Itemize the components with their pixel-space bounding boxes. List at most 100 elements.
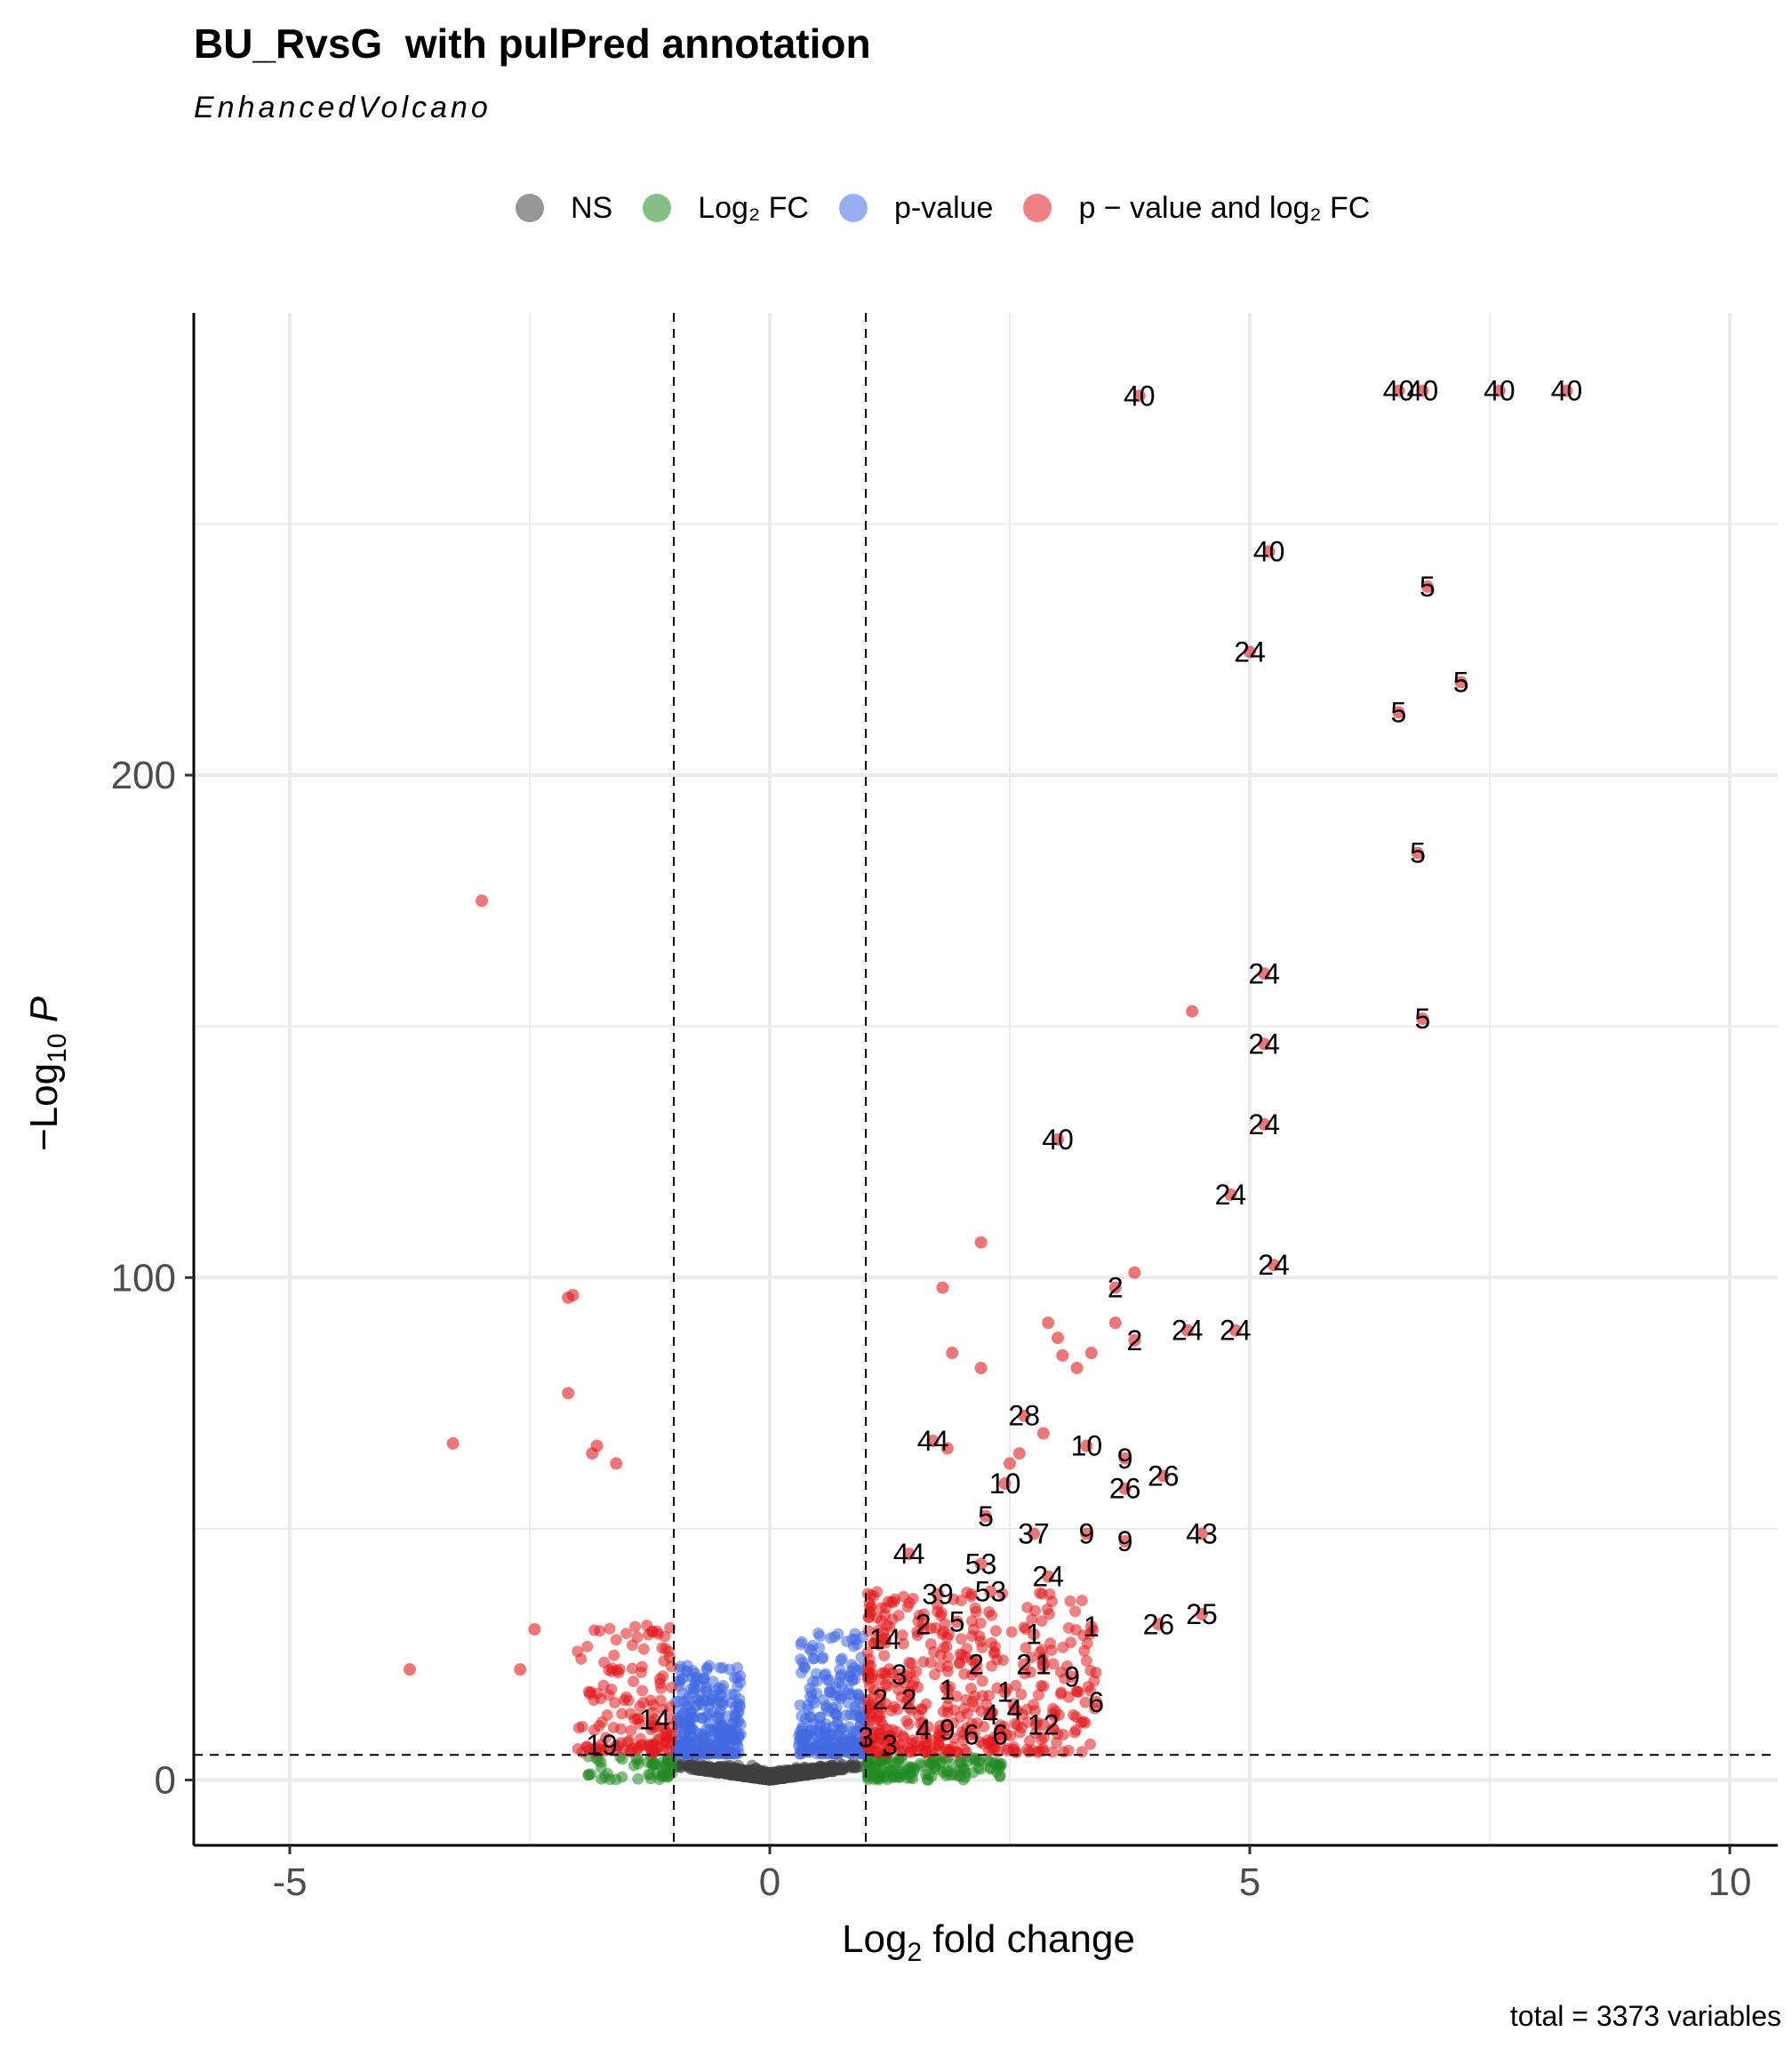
labeled-data-point xyxy=(1036,1718,1050,1732)
labeled-data-point xyxy=(980,1509,992,1523)
chart-subtitle: EnhancedVolcano xyxy=(194,91,492,124)
data-point xyxy=(710,1684,723,1697)
data-point xyxy=(604,1622,616,1635)
data-point xyxy=(1077,1629,1090,1642)
data-point xyxy=(907,1592,919,1604)
data-point xyxy=(843,1721,855,1733)
data-point xyxy=(1036,1588,1048,1600)
data-point xyxy=(873,1773,885,1786)
data-point xyxy=(861,1588,874,1600)
data-point xyxy=(632,1757,644,1770)
data-point xyxy=(948,1732,960,1745)
data-point xyxy=(878,1650,891,1662)
labeled-data-point xyxy=(1244,645,1256,659)
data-point xyxy=(1062,1744,1075,1756)
data-point xyxy=(656,1642,668,1654)
labeled-data-point xyxy=(1560,384,1573,397)
data-point xyxy=(844,1762,857,1774)
data-point xyxy=(657,1703,669,1716)
data-point xyxy=(476,894,488,908)
data-point xyxy=(995,1719,1007,1732)
y-tick-label: 200 xyxy=(111,754,176,797)
data-point xyxy=(884,1729,896,1741)
data-point xyxy=(1044,1637,1057,1650)
data-point xyxy=(971,1717,983,1730)
labeled-data-point xyxy=(1128,1333,1141,1347)
data-point xyxy=(572,1645,584,1658)
labeled-data-point xyxy=(1258,1037,1271,1051)
data-point xyxy=(708,1724,721,1737)
data-point xyxy=(614,1723,627,1735)
point-label: 4 xyxy=(983,1699,999,1731)
data-point xyxy=(863,1680,876,1692)
data-point xyxy=(725,1688,738,1700)
data-point xyxy=(659,1770,671,1782)
labeled-data-point xyxy=(1018,1409,1031,1422)
data-point xyxy=(941,1700,954,1713)
data-point xyxy=(874,1727,886,1740)
data-point xyxy=(1012,1447,1026,1460)
labeled-data-point xyxy=(1008,1703,1021,1716)
data-point xyxy=(604,1773,616,1786)
x-tick-label: 0 xyxy=(759,1860,780,1904)
point-label: 40 xyxy=(1253,535,1285,567)
data-point xyxy=(989,1625,1002,1637)
data-point xyxy=(1032,1689,1044,1701)
data-point xyxy=(608,1649,620,1661)
labeled-data-point xyxy=(940,1683,954,1696)
labeled-data-point xyxy=(916,1723,930,1736)
point-label: 10 xyxy=(989,1468,1021,1500)
legend-item-log2fc: Log₂ FC xyxy=(643,191,809,226)
labeled-data-point xyxy=(1156,1469,1170,1483)
data-point xyxy=(1036,1644,1048,1656)
data-point xyxy=(625,1724,637,1737)
data-point xyxy=(919,1746,932,1758)
data-point xyxy=(1036,1742,1049,1755)
data-point xyxy=(958,1743,971,1756)
labeled-data-point xyxy=(1080,1439,1093,1452)
data-point xyxy=(677,1708,690,1720)
point-label: 44 xyxy=(893,1538,925,1570)
point-label: 26 xyxy=(1148,1460,1180,1492)
labeled-data-point xyxy=(950,1615,964,1628)
data-point xyxy=(643,1741,655,1754)
data-point xyxy=(936,1281,949,1294)
data-point xyxy=(715,1696,727,1708)
data-point xyxy=(782,1769,795,1781)
data-point xyxy=(912,1708,924,1721)
legend: NS Log₂ FC p-value p − value and log₂ FC xyxy=(516,183,1400,233)
data-point xyxy=(610,1634,622,1646)
data-point xyxy=(700,1663,713,1676)
data-point xyxy=(772,1769,784,1781)
labeled-data-point xyxy=(1420,580,1434,594)
legend-label-log2fc: Log₂ FC xyxy=(698,190,809,225)
point-label: 24 xyxy=(1215,1179,1247,1211)
data-point xyxy=(842,1684,854,1696)
data-point xyxy=(868,1637,881,1650)
legend-key-log2fc-icon xyxy=(643,194,672,222)
data-point xyxy=(694,1679,707,1692)
data-point xyxy=(982,1737,995,1749)
labeled-data-point xyxy=(1118,1535,1132,1548)
data-point xyxy=(845,1659,858,1671)
data-point xyxy=(1079,1696,1092,1708)
data-point xyxy=(1186,1004,1199,1018)
data-point xyxy=(588,1624,601,1636)
data-point xyxy=(852,1689,865,1701)
data-point xyxy=(713,1764,725,1777)
labeled-data-point xyxy=(1196,1607,1208,1620)
labeled-data-point xyxy=(1196,1527,1208,1540)
point-label: 1 xyxy=(997,1676,1013,1708)
point-label: 40 xyxy=(1042,1124,1074,1156)
labeled-data-point xyxy=(1392,706,1405,719)
labeled-data-point xyxy=(1258,967,1271,980)
data-point xyxy=(581,1640,594,1652)
data-point xyxy=(864,1707,876,1719)
data-point xyxy=(1005,1626,1018,1638)
point-label: 14 xyxy=(639,1704,671,1736)
y-axis-title: −Log10 P xyxy=(22,996,72,1151)
labeled-data-point xyxy=(1042,1570,1055,1583)
data-point xyxy=(686,1731,699,1743)
data-point xyxy=(659,1759,671,1772)
